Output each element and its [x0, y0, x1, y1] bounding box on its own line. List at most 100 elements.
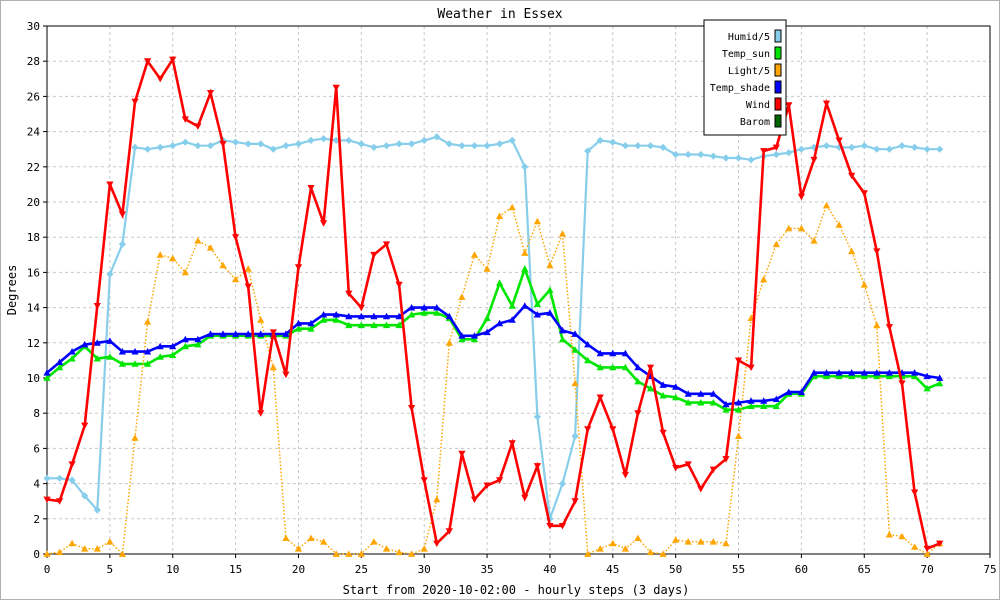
data-point-light-5	[873, 321, 881, 329]
data-point-temp-sun	[923, 385, 931, 392]
data-point-temp-shade	[370, 312, 378, 320]
data-point-humid-5	[156, 143, 164, 151]
data-point-light-5	[458, 293, 466, 300]
data-point-temp-shade	[470, 332, 479, 339]
data-point-humid-5	[923, 145, 931, 153]
data-point-temp-sun	[93, 355, 101, 362]
data-point-temp-sun	[56, 363, 64, 371]
x-tick-label: 30	[418, 563, 431, 576]
data-point-wind	[621, 471, 629, 479]
data-point-light-5	[294, 545, 303, 552]
data-point-light-5	[320, 538, 328, 545]
data-point-wind	[634, 410, 642, 417]
x-tick-label: 0	[44, 563, 51, 576]
data-point-humid-5	[546, 515, 554, 523]
data-point-temp-shade	[760, 397, 768, 404]
data-point-humid-5	[634, 142, 642, 150]
data-point-humid-5	[621, 142, 629, 150]
data-point-temp-shade	[244, 330, 252, 337]
x-tick-label: 15	[229, 563, 242, 576]
data-point-wind	[659, 429, 667, 437]
data-point-temp-shade	[420, 304, 428, 311]
data-point-wind	[496, 477, 504, 484]
data-point-light-5	[307, 534, 315, 541]
data-point-wind	[181, 116, 189, 123]
data-point-wind	[244, 283, 252, 291]
data-point-wind	[483, 482, 491, 489]
data-point-light-5	[760, 275, 768, 283]
data-point-wind	[596, 394, 604, 401]
data-point-temp-shade	[458, 332, 466, 339]
data-point-humid-5	[169, 142, 177, 150]
data-point-temp-shade	[533, 311, 541, 318]
y-tick-label: 0	[33, 548, 40, 561]
x-tick-label: 50	[669, 563, 682, 576]
data-point-humid-5	[382, 142, 391, 150]
data-point-humid-5	[357, 140, 365, 148]
y-tick-label: 2	[33, 513, 40, 526]
y-axis-label: Degrees	[5, 265, 19, 316]
data-point-temp-shade	[282, 330, 290, 337]
data-point-wind	[43, 496, 51, 503]
data-point-humid-5	[860, 142, 868, 150]
data-point-temp-shade	[810, 369, 818, 376]
data-point-wind	[370, 251, 378, 259]
data-point-humid-5	[646, 142, 655, 150]
data-point-temp-sun	[370, 321, 378, 329]
data-point-light-5	[194, 237, 202, 244]
data-point-temp-shade	[395, 312, 403, 320]
data-point-temp-sun	[118, 360, 126, 367]
data-point-temp-shade	[885, 369, 893, 376]
data-point-light-5	[433, 495, 441, 503]
data-point-light-5	[508, 203, 516, 211]
data-point-humid-5	[206, 142, 215, 150]
data-point-temp-sun	[144, 360, 152, 367]
data-point-wind	[470, 496, 479, 503]
data-point-light-5	[206, 244, 215, 251]
data-point-humid-5	[848, 143, 856, 151]
data-point-wind	[118, 211, 126, 218]
data-point-temp-sun	[709, 399, 717, 406]
data-point-humid-5	[194, 142, 202, 150]
series-humid-5	[43, 133, 944, 523]
data-point-light-5	[571, 379, 579, 387]
data-point-temp-shade	[382, 312, 391, 320]
data-point-temp-shade	[144, 348, 152, 355]
data-point-temp-sun	[911, 372, 919, 380]
legend-swatch-temp-sun	[774, 46, 782, 60]
data-point-wind	[898, 380, 906, 387]
data-point-light-5	[244, 265, 252, 272]
data-point-humid-5	[56, 474, 64, 482]
data-point-wind	[533, 463, 541, 470]
legend-swatch-wind	[774, 97, 782, 111]
data-point-temp-sun	[760, 402, 768, 409]
data-point-temp-shade	[219, 330, 227, 337]
data-point-temp-shade	[634, 363, 642, 371]
data-point-humid-5	[370, 143, 378, 151]
data-point-temp-sun	[395, 321, 403, 329]
data-point-temp-shade	[43, 369, 51, 376]
y-tick-label: 28	[27, 55, 40, 68]
data-point-temp-shade	[734, 399, 743, 406]
data-point-temp-shade	[169, 342, 177, 350]
data-point-humid-5	[68, 476, 76, 484]
data-point-wind	[722, 456, 730, 463]
data-point-wind	[697, 486, 705, 493]
data-point-humid-5	[734, 154, 743, 162]
data-point-light-5	[772, 240, 780, 248]
data-point-temp-sun	[860, 372, 868, 380]
data-point-temp-shade	[684, 390, 692, 397]
data-point-temp-sun	[345, 321, 353, 329]
data-point-light-5	[898, 532, 906, 540]
data-point-humid-5	[898, 142, 906, 150]
data-point-temp-sun	[596, 363, 604, 371]
data-point-light-5	[257, 316, 265, 323]
data-point-humid-5	[797, 145, 805, 153]
chart-title: Weather in Essex	[437, 7, 562, 22]
data-point-light-5	[584, 550, 592, 557]
data-point-light-5	[93, 545, 101, 552]
data-point-temp-sun	[433, 309, 441, 316]
data-point-wind	[810, 156, 818, 164]
legend-label-temp-sun: Temp_sun	[722, 49, 770, 60]
